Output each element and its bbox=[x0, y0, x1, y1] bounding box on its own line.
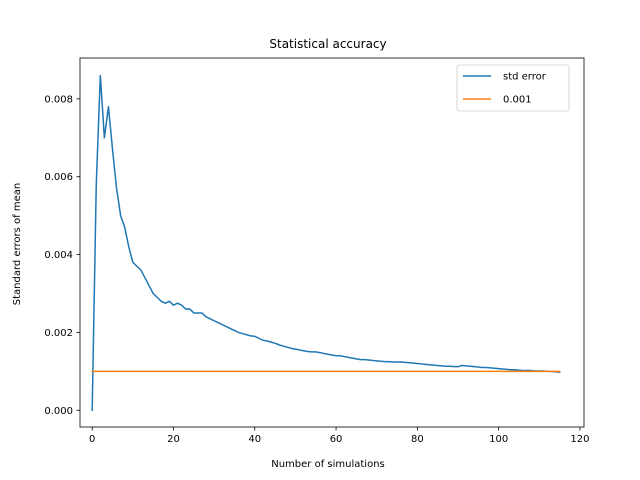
y-tick-label: 0.006 bbox=[44, 172, 73, 183]
x-axis-label: Number of simulations bbox=[271, 459, 385, 470]
y-tick-label: 0.002 bbox=[44, 328, 73, 339]
x-tick-label: 120 bbox=[570, 434, 589, 445]
legend-label-1: std error bbox=[503, 72, 547, 83]
legend-label-2: 0.001 bbox=[503, 95, 532, 106]
plot-area bbox=[91, 74, 561, 412]
axes-frame bbox=[79, 57, 585, 428]
y-tick-label: 0.000 bbox=[44, 406, 73, 417]
x-tick-label: 80 bbox=[411, 434, 424, 445]
x-tick-label: 0 bbox=[89, 434, 95, 445]
y-axis-label: Standard errors of mean bbox=[12, 183, 23, 305]
axes: 0 20 40 60 80 100 120 0.000 0.002 0.004 0.006 0.008 bbox=[44, 57, 589, 445]
x-tick-label: 40 bbox=[248, 434, 261, 445]
x-tick-label: 20 bbox=[167, 434, 180, 445]
chart-title: Statistical accuracy bbox=[269, 37, 386, 51]
legend: std error 0.001 bbox=[456, 64, 570, 112]
series-line-1 bbox=[91, 74, 561, 412]
y-tick-label: 0.008 bbox=[44, 94, 73, 105]
x-tick-label: 100 bbox=[489, 434, 508, 445]
y-tick-label: 0.004 bbox=[44, 250, 73, 261]
x-tick-label: 60 bbox=[330, 434, 343, 445]
